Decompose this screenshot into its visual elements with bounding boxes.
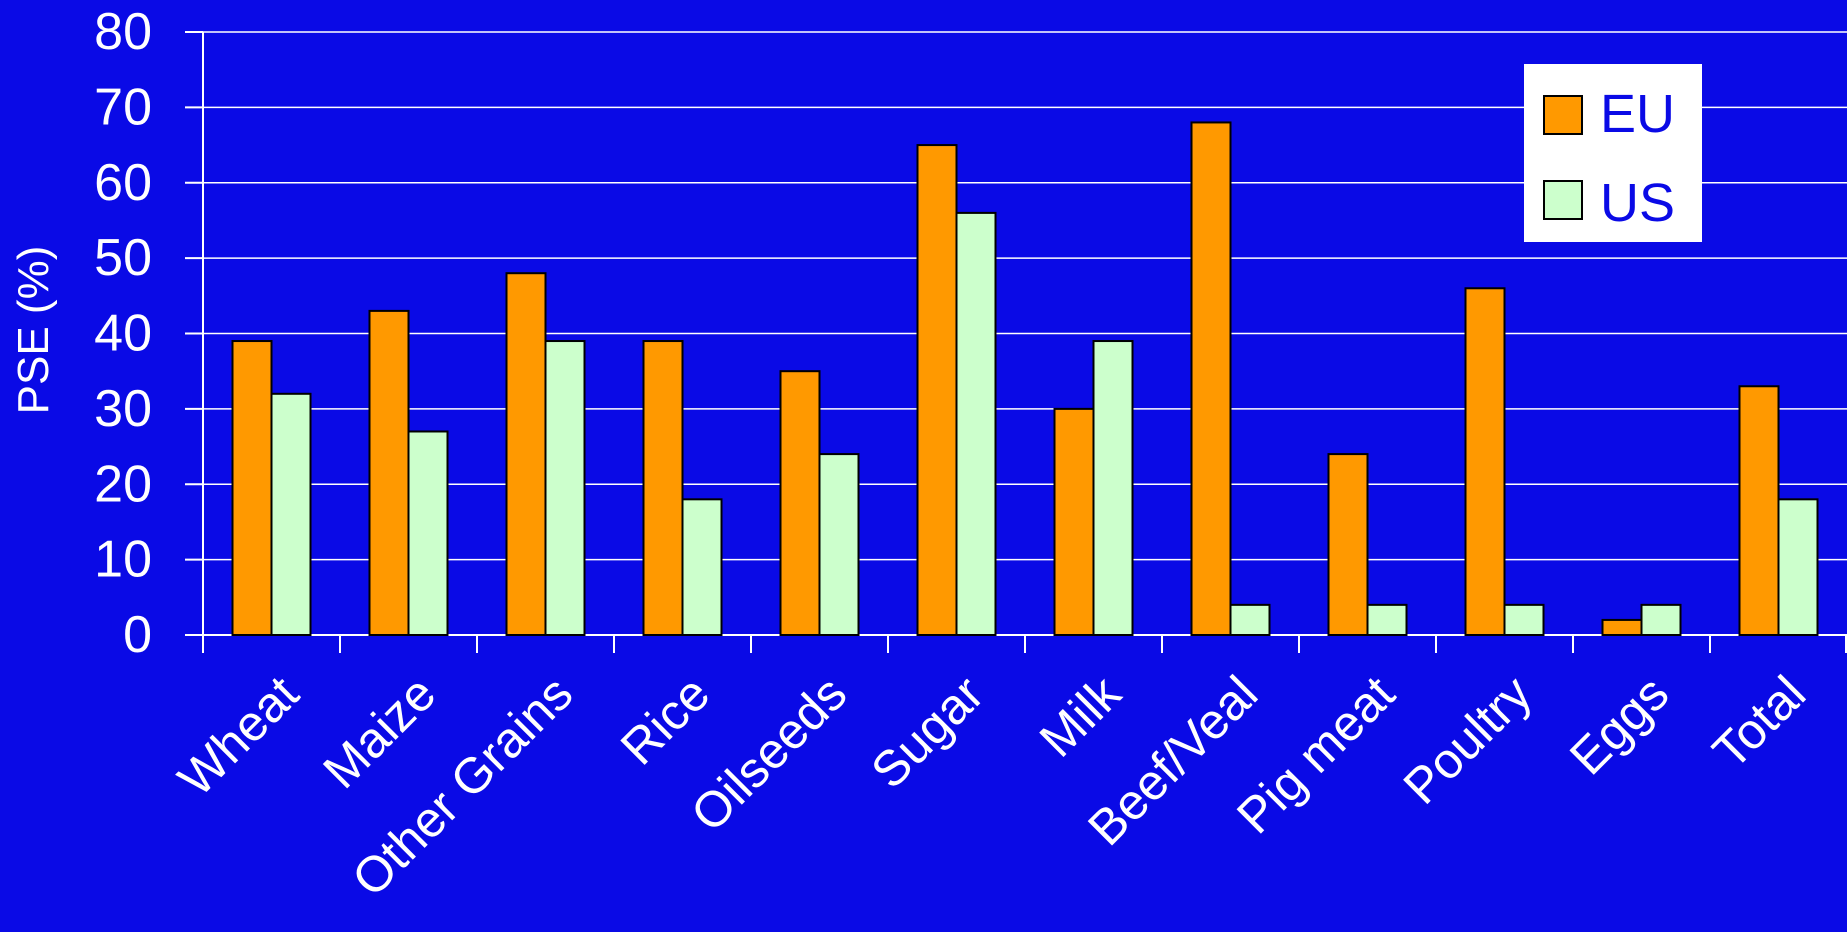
bar-us-other-grains — [544, 340, 586, 636]
y-tick-label: 50 — [94, 229, 152, 287]
bar-eu-pig-meat — [1327, 453, 1369, 636]
x-tick-label: Total — [1702, 665, 1816, 779]
bar-eu-sugar — [916, 144, 958, 636]
bar-eu-maize — [368, 309, 410, 636]
y-tick-label: 40 — [94, 305, 152, 363]
bar-us-pig-meat — [1366, 603, 1408, 636]
y-tick-label: 30 — [94, 380, 152, 438]
legend-label-us: US — [1600, 173, 1675, 233]
x-tick-label: Wheat — [167, 665, 309, 807]
bar-eu-oilseeds — [779, 370, 821, 636]
bar-eu-rice — [642, 340, 684, 636]
bars — [231, 121, 1819, 637]
bar-us-wheat — [270, 392, 312, 636]
x-tick-label: Poultry — [1393, 665, 1543, 815]
y-tick-label: 20 — [94, 455, 152, 513]
bar-eu-beef-veal — [1190, 121, 1232, 636]
x-tick-label: Sugar — [860, 665, 994, 799]
bar-eu-milk — [1053, 407, 1095, 636]
axes — [185, 31, 1847, 653]
legend-swatch-eu — [1543, 95, 1583, 135]
bar-eu-poultry — [1464, 287, 1506, 636]
gridlines — [203, 31, 1847, 561]
y-tick-labels: 0 10 20 30 40 50 60 70 80 — [94, 3, 152, 664]
y-tick-label: 60 — [94, 154, 152, 212]
bar-us-milk — [1092, 340, 1134, 636]
bar-us-beef-veal — [1229, 603, 1271, 636]
y-tick-label: 0 — [123, 606, 152, 664]
bar-eu-eggs — [1601, 618, 1643, 636]
x-tick-label: Eggs — [1559, 665, 1679, 785]
bar-us-sugar — [955, 211, 997, 636]
bar-eu-total — [1738, 385, 1780, 637]
y-axis-label: PSE (%) — [9, 246, 58, 415]
bar-eu-wheat — [231, 340, 273, 636]
bar-us-total — [1777, 498, 1819, 637]
y-tick-label: 80 — [94, 3, 152, 61]
bar-us-oilseeds — [818, 453, 860, 636]
y-tick-label: 70 — [94, 78, 152, 136]
legend: EU US — [1524, 64, 1702, 242]
x-tick-label: Maize — [312, 665, 446, 799]
legend-label-eu: EU — [1600, 84, 1675, 144]
bar-us-poultry — [1503, 603, 1545, 636]
bar-us-eggs — [1640, 603, 1682, 636]
legend-swatch-us — [1543, 180, 1583, 220]
x-tick-label: Rice — [610, 665, 720, 775]
x-tick-label: Milk — [1029, 664, 1132, 767]
bar-us-maize — [407, 430, 449, 636]
y-tick-label: 10 — [94, 531, 152, 589]
bar-eu-other-grains — [505, 272, 547, 636]
bar-us-rice — [681, 498, 723, 637]
